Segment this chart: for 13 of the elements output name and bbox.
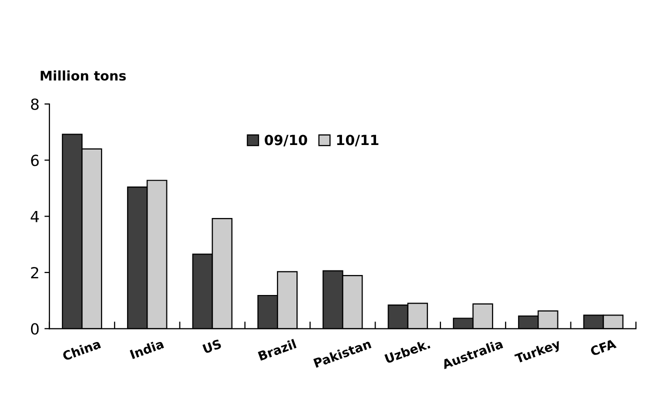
legend-label: 09/10 [264,134,308,146]
y-tick-label: 4 [30,210,39,222]
y-tick-label: 0 [30,323,39,335]
x-tick-label: China [62,338,101,361]
x-tick-label: CFA [590,338,617,356]
legend-label: 10/11 [337,134,378,146]
y-tick-label: 6 [31,154,39,166]
x-tick-label: Uzbek. [384,338,430,364]
y-tick-label: 8 [31,98,39,110]
x-tick-label: India [130,338,164,360]
y-axis-title: Million tons [40,70,126,81]
y-tick-label: 2 [31,266,38,278]
x-tick-label: US [202,338,222,354]
